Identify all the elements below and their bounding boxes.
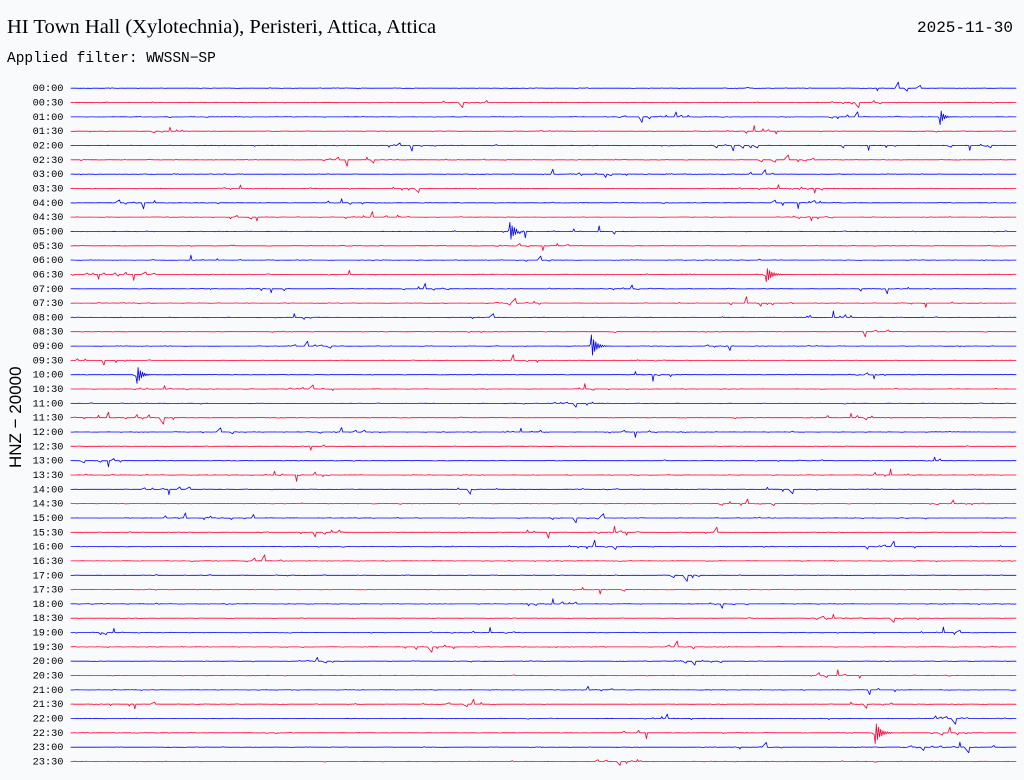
svg-text:09:30: 09:30 <box>33 355 64 367</box>
svg-text:02:00: 02:00 <box>33 141 64 153</box>
svg-text:14:30: 14:30 <box>33 499 64 511</box>
svg-text:23:30: 23:30 <box>33 757 64 769</box>
svg-text:17:30: 17:30 <box>33 585 64 597</box>
svg-text:06:30: 06:30 <box>33 269 64 281</box>
svg-text:18:30: 18:30 <box>33 613 64 625</box>
svg-text:05:30: 05:30 <box>33 241 64 253</box>
svg-text:15:30: 15:30 <box>33 527 64 539</box>
svg-text:22:30: 22:30 <box>33 728 64 740</box>
svg-text:03:30: 03:30 <box>33 183 64 195</box>
svg-text:04:00: 04:00 <box>33 198 64 210</box>
svg-text:05:00: 05:00 <box>33 226 64 238</box>
svg-text:03:00: 03:00 <box>33 169 64 181</box>
svg-text:23:00: 23:00 <box>33 742 64 754</box>
svg-text:01:00: 01:00 <box>33 112 64 124</box>
svg-text:22:00: 22:00 <box>33 714 64 726</box>
svg-text:12:30: 12:30 <box>33 441 64 453</box>
svg-text:11:00: 11:00 <box>33 398 64 410</box>
svg-text:13:30: 13:30 <box>33 470 64 482</box>
svg-text:11:30: 11:30 <box>33 413 64 425</box>
svg-text:21:00: 21:00 <box>33 685 64 697</box>
svg-text:10:30: 10:30 <box>33 384 64 396</box>
svg-text:21:30: 21:30 <box>33 699 64 711</box>
svg-text:08:00: 08:00 <box>33 312 64 324</box>
svg-text:06:00: 06:00 <box>33 255 64 267</box>
svg-text:07:00: 07:00 <box>33 284 64 296</box>
svg-text:19:00: 19:00 <box>33 628 64 640</box>
svg-text:10:00: 10:00 <box>33 370 64 382</box>
svg-text:09:00: 09:00 <box>33 341 64 353</box>
svg-text:01:30: 01:30 <box>33 126 64 138</box>
svg-text:00:00: 00:00 <box>33 83 64 95</box>
svg-text:16:30: 16:30 <box>33 556 64 568</box>
svg-text:19:30: 19:30 <box>33 642 64 654</box>
svg-text:20:00: 20:00 <box>33 656 64 668</box>
svg-text:07:30: 07:30 <box>33 298 64 310</box>
svg-text:08:30: 08:30 <box>33 327 64 339</box>
svg-text:16:00: 16:00 <box>33 542 64 554</box>
svg-text:18:00: 18:00 <box>33 599 64 611</box>
svg-text:02:30: 02:30 <box>33 155 64 167</box>
svg-text:20:30: 20:30 <box>33 671 64 683</box>
svg-text:12:00: 12:00 <box>33 427 64 439</box>
svg-text:13:00: 13:00 <box>33 456 64 468</box>
svg-text:17:00: 17:00 <box>33 570 64 582</box>
svg-text:04:30: 04:30 <box>33 212 64 224</box>
svg-text:00:30: 00:30 <box>33 98 64 110</box>
svg-text:15:00: 15:00 <box>33 513 64 525</box>
svg-text:14:00: 14:00 <box>33 484 64 496</box>
